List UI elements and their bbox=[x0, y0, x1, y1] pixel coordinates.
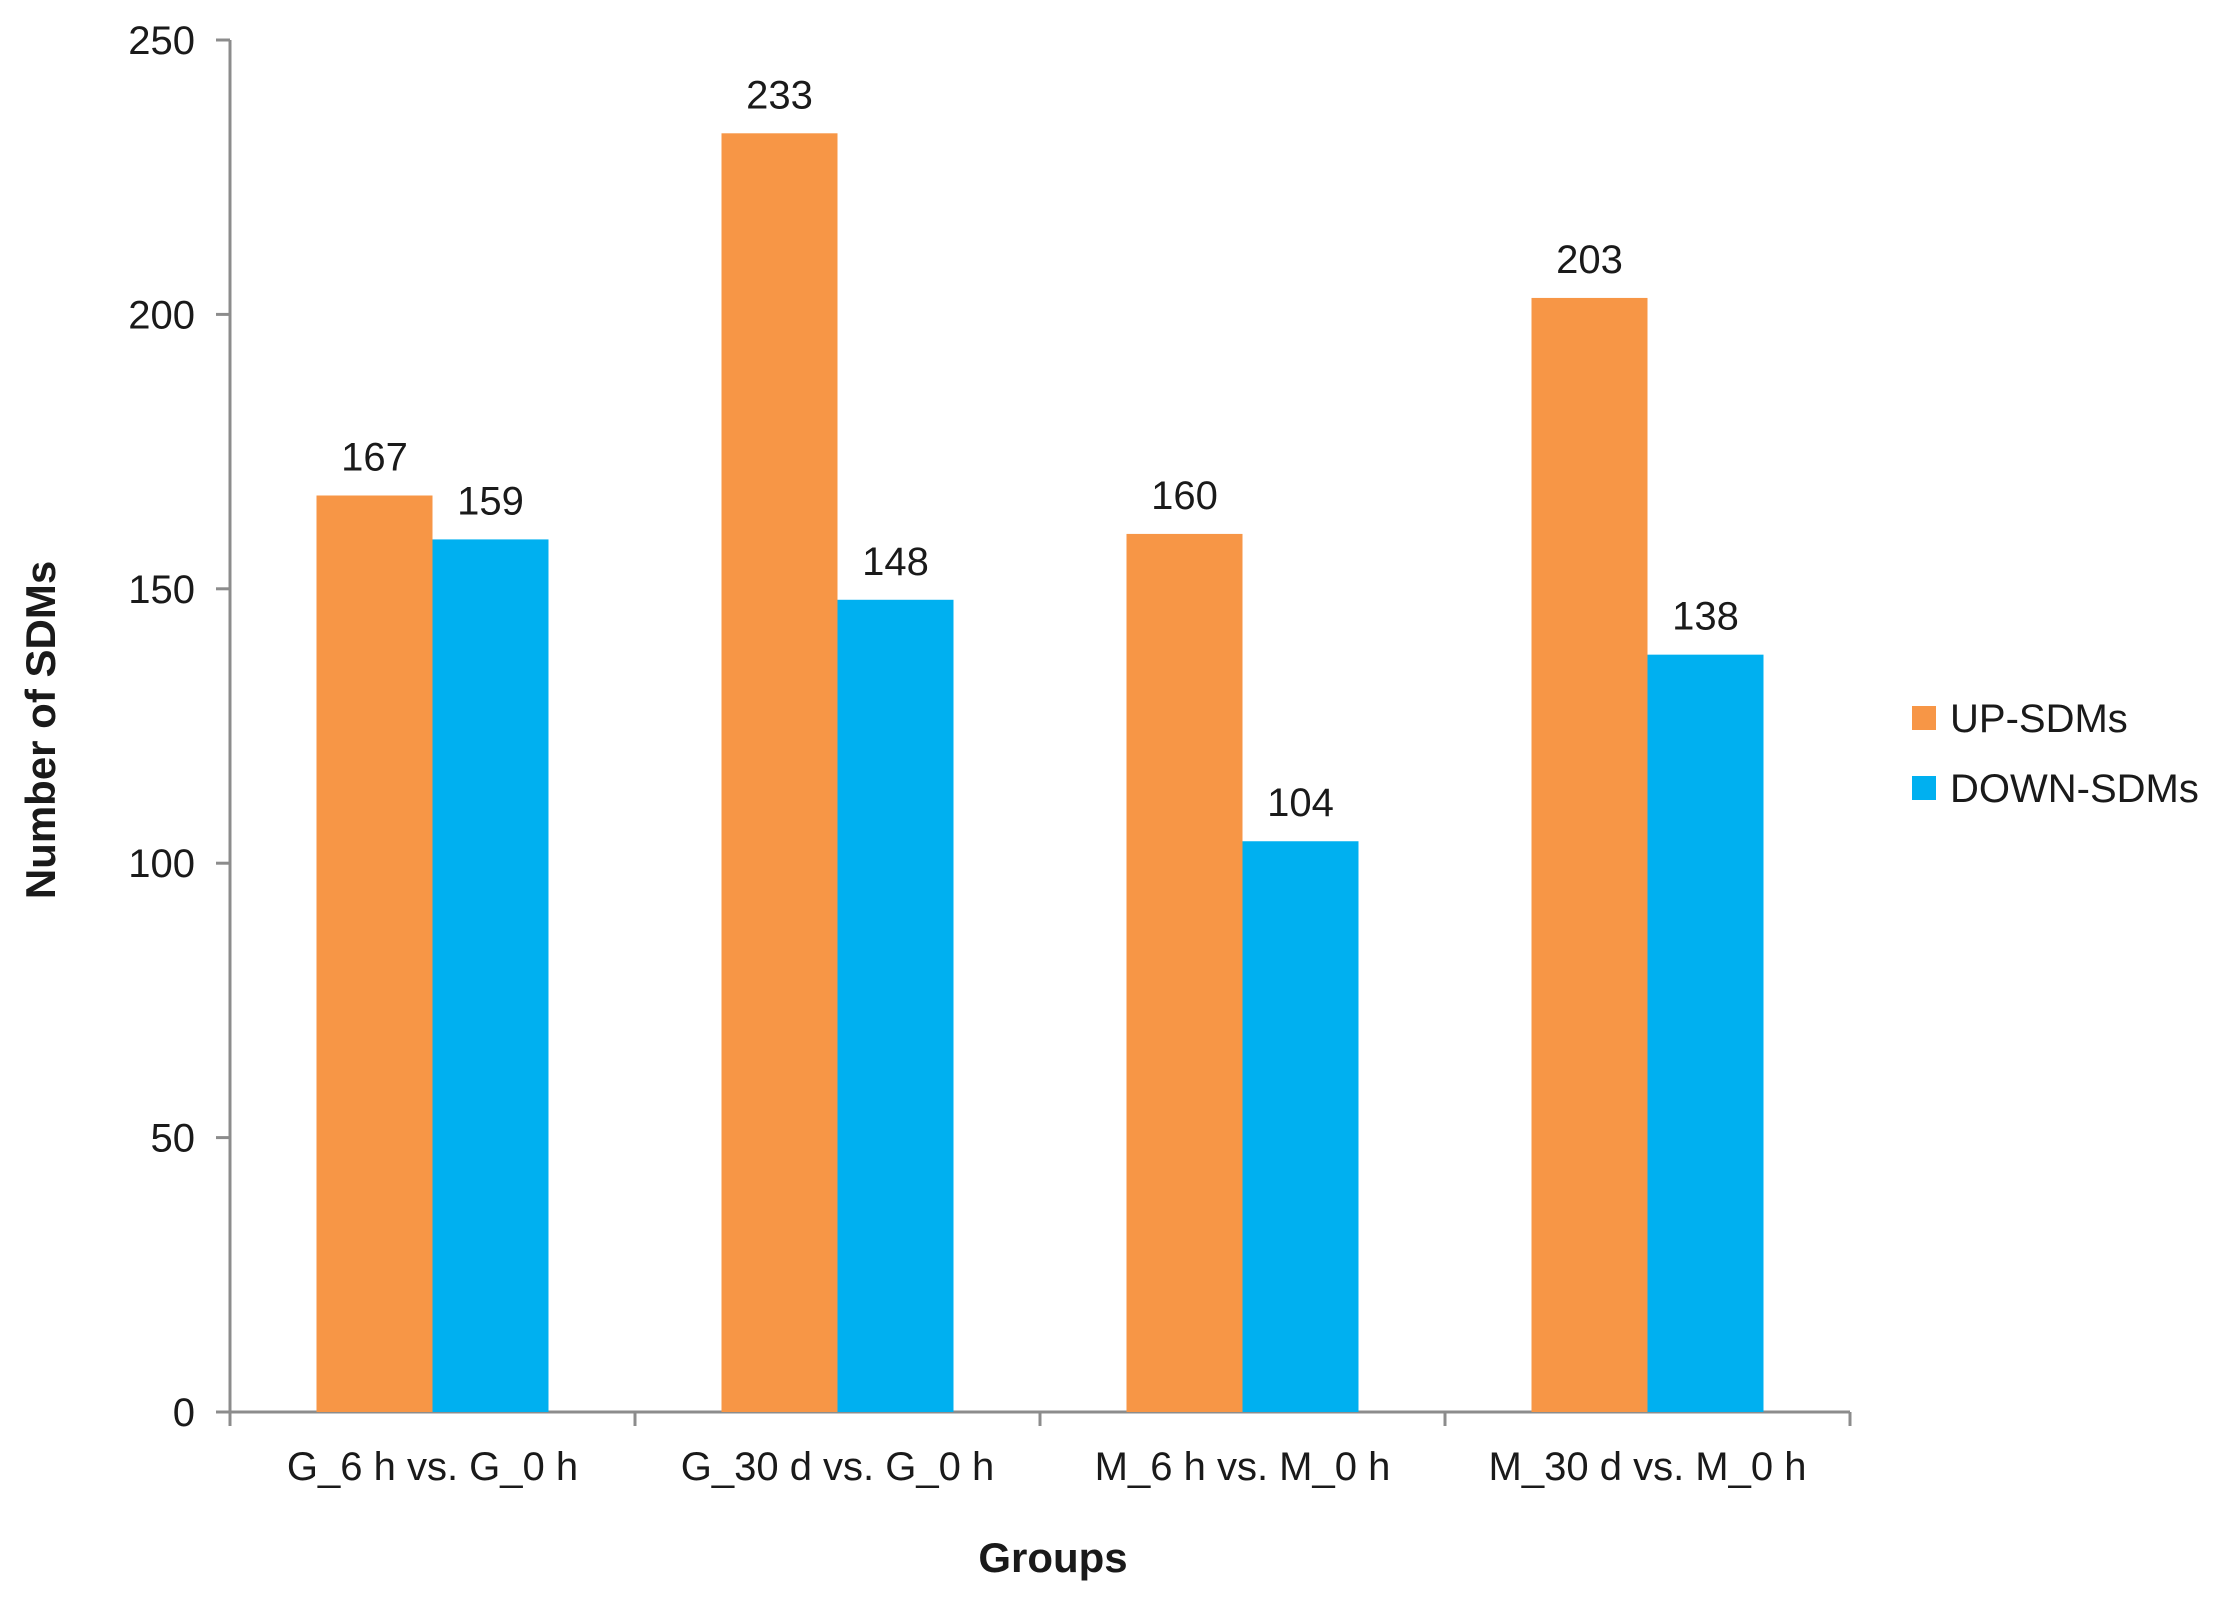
data-label: 138 bbox=[1672, 595, 1739, 639]
y-tick-label: 100 bbox=[128, 842, 195, 886]
data-label: 104 bbox=[1267, 781, 1334, 825]
legend-swatch-up-sdms bbox=[1912, 706, 1936, 730]
bar-down-sdms-3 bbox=[1242, 841, 1359, 1412]
x-tick-label: M_6 h vs. M_0 h bbox=[1095, 1445, 1391, 1489]
legend: UP-SDMs DOWN-SDMs bbox=[1912, 697, 2199, 811]
data-label: 167 bbox=[341, 436, 408, 480]
legend-label: UP-SDMs bbox=[1950, 697, 2128, 741]
legend-swatch-down-sdms bbox=[1912, 776, 1936, 800]
x-tick-label: G_6 h vs. G_0 h bbox=[287, 1445, 578, 1489]
bar-up-sdms-4 bbox=[1531, 297, 1648, 1412]
y-tick-label: 200 bbox=[128, 293, 195, 337]
data-labels: 167 159 233 148 160 104 203 138 bbox=[341, 73, 1739, 825]
y-tick-label: 50 bbox=[151, 1117, 196, 1161]
bar-down-sdms-4 bbox=[1647, 654, 1764, 1412]
bar-down-sdms-2 bbox=[837, 599, 954, 1412]
data-label: 148 bbox=[862, 540, 929, 584]
y-tick-label: 150 bbox=[128, 568, 195, 612]
bars bbox=[316, 133, 1764, 1412]
bar-up-sdms-1 bbox=[316, 495, 433, 1412]
data-label: 233 bbox=[746, 73, 813, 117]
bar-up-sdms-3 bbox=[1126, 533, 1243, 1412]
data-label: 160 bbox=[1151, 474, 1218, 518]
x-axis-title: Groups bbox=[978, 1534, 1127, 1581]
legend-label: DOWN-SDMs bbox=[1950, 767, 2199, 811]
y-tick-label: 0 bbox=[173, 1391, 195, 1435]
x-tick-label: M_30 d vs. M_0 h bbox=[1489, 1445, 1807, 1489]
data-label: 203 bbox=[1556, 238, 1623, 282]
axes: 0 50 100 150 200 250 G_6 h vs. G_0 h G_30 d vs.… bbox=[128, 19, 1852, 1489]
y-axis-title: Number of SDMs bbox=[17, 561, 64, 899]
bar-down-sdms-1 bbox=[432, 539, 549, 1412]
data-label: 159 bbox=[457, 479, 524, 523]
x-tick-label: G_30 d vs. G_0 h bbox=[681, 1445, 995, 1489]
bar-up-sdms-2 bbox=[721, 133, 838, 1412]
y-tick-label: 250 bbox=[128, 19, 195, 63]
